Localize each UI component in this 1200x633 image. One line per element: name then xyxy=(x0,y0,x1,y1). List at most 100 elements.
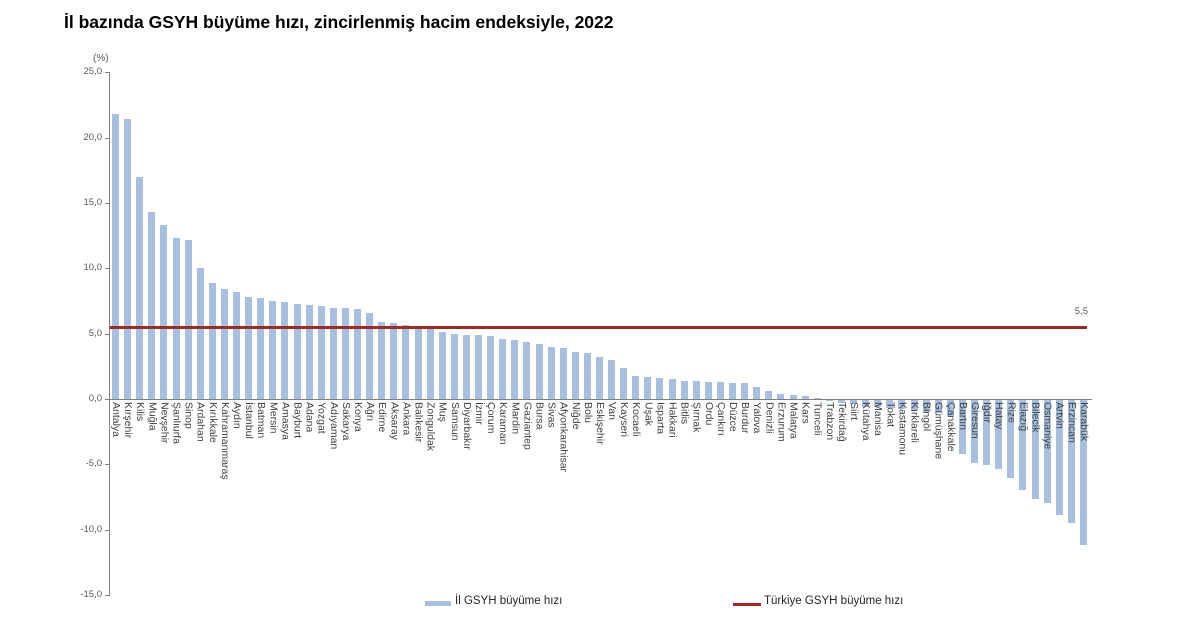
x-axis-label: Giresun xyxy=(969,402,981,439)
bar-Rize xyxy=(1007,400,1015,479)
x-axis-label: Mardin xyxy=(509,402,522,435)
x-axis-label: Batman xyxy=(255,402,268,439)
y-tick-mark xyxy=(105,203,110,204)
x-axis-label: Aksaray xyxy=(388,402,401,440)
x-axis-label: Bursa xyxy=(533,402,546,430)
bar-Ordu xyxy=(704,382,712,399)
x-axis-label: Kırşehir xyxy=(122,402,135,439)
x-axis-label: İstanbul xyxy=(243,402,256,439)
bar-Sakarya xyxy=(341,307,349,399)
x-axis-label: Bayburt xyxy=(291,402,304,439)
x-axis-label: Kayseri xyxy=(618,402,631,438)
y-tick-mark xyxy=(105,138,110,139)
bar-Bingöl xyxy=(922,400,930,412)
bar-Adıyaman xyxy=(329,307,337,399)
x-axis-label: Sivas xyxy=(545,402,558,428)
bar-Aksaray xyxy=(390,323,398,399)
bar-Bartın xyxy=(958,400,966,454)
x-axis-label: Ardahan xyxy=(194,402,207,442)
y-tick-mark xyxy=(105,399,110,400)
legend-label-il-gsyh: İl GSYH büyüme hızı xyxy=(455,595,563,607)
x-axis-label: Mersin xyxy=(267,402,280,434)
bar-Yalova xyxy=(753,387,761,399)
x-axis-label: Ordu xyxy=(702,402,715,426)
x-axis-label: Burdur xyxy=(739,402,752,434)
x-axis-label: Gümüşhane xyxy=(932,402,945,460)
x-axis-label: Elazığ xyxy=(1017,402,1030,432)
bar-Kahramanmaraş xyxy=(220,289,228,399)
x-axis-label: Konya xyxy=(352,402,364,432)
bar-Erzincan xyxy=(1067,400,1075,523)
bar-Nevşehir xyxy=(160,225,168,399)
x-axis-label: Şanlıurfa xyxy=(170,402,183,445)
x-axis-label: Şırnak xyxy=(690,402,703,433)
bar-Kastamonu xyxy=(898,400,906,410)
x-axis-label: Balıkesir xyxy=(412,402,425,443)
bar-Aydın xyxy=(233,291,240,399)
x-axis-label: Yalova xyxy=(751,402,764,434)
bar-Konya xyxy=(354,308,361,399)
bar-Şırnak xyxy=(692,380,700,399)
bar-Manisa xyxy=(874,400,882,407)
x-axis-label: Bilecik xyxy=(1029,402,1042,433)
bar-Sivas xyxy=(547,346,555,399)
bar-Isparta xyxy=(656,378,664,399)
bar-Bilecik xyxy=(1031,400,1039,500)
y-tick-label: -5,0 xyxy=(85,458,102,469)
bar-Diyarbakır xyxy=(462,335,470,399)
x-axis-label: Kocaeli xyxy=(630,402,643,437)
x-axis-label: Bartın xyxy=(956,402,969,431)
bar-Hakkari xyxy=(668,379,676,399)
legend-label-turkiye-gsyh: Türkiye GSYH büyüme hızı xyxy=(764,595,904,607)
x-axis-label: Karaman xyxy=(497,402,510,445)
x-axis-label: Gaziantep xyxy=(521,402,534,450)
x-axis-label: Iğdır xyxy=(981,402,994,424)
bar-Muş xyxy=(438,332,446,399)
bar-Amasya xyxy=(281,302,289,399)
x-axis-label: Tekirdağ xyxy=(835,402,848,442)
bar-Trabzon xyxy=(825,400,833,402)
x-axis-label: Kırklareli xyxy=(908,402,921,443)
x-axis-label: Aydın xyxy=(231,402,243,429)
bar-Malatya xyxy=(789,395,797,399)
x-axis-label: Malatya xyxy=(787,402,800,439)
x-axis-label: Kırıkkale xyxy=(206,402,219,443)
bar-İzmir xyxy=(475,335,482,399)
bar-Balıkesir xyxy=(414,327,422,399)
bar-Karabük xyxy=(1079,400,1087,546)
bar-Düzce xyxy=(729,383,736,399)
bar-Şanlıurfa xyxy=(172,238,180,399)
x-axis-label: Samsun xyxy=(448,402,461,441)
bar-Çankırı xyxy=(716,382,724,399)
bar-Kütahya xyxy=(862,400,870,407)
bar-Tokat xyxy=(886,400,894,408)
bar-Kars xyxy=(801,396,809,399)
x-axis-label: Kütahya xyxy=(860,402,873,441)
bar-Batman xyxy=(257,298,265,399)
bar-Kayseri xyxy=(620,367,628,399)
bar-Ağrı xyxy=(366,312,374,399)
x-axis-label: Kahramanmaraş xyxy=(218,402,231,480)
x-axis-label: Adıyaman xyxy=(327,402,340,450)
y-tick-mark xyxy=(105,334,110,335)
y-tick-mark xyxy=(105,268,110,269)
bar-Mersin xyxy=(269,301,277,399)
bar-Denizli xyxy=(765,391,773,399)
bar-Tekirdağ xyxy=(837,400,845,403)
percent-unit-label: (%) xyxy=(93,53,109,64)
x-axis-label: Kilis xyxy=(134,402,147,422)
x-axis-label: Hakkari xyxy=(666,402,679,438)
x-axis-label: Diyarbakır xyxy=(460,402,473,450)
x-axis-label: Zonguldak xyxy=(424,402,437,452)
bar-Çanakkale xyxy=(946,400,954,416)
x-axis-label: Antalya xyxy=(110,402,122,438)
bar-Samsun xyxy=(450,333,458,399)
x-axis-label: Kars xyxy=(799,402,812,424)
legend-swatch-reference-line xyxy=(733,603,761,606)
x-axis-label: Hatay xyxy=(993,402,1006,430)
x-axis-label: Sakarya xyxy=(339,402,352,441)
bar-Edirne xyxy=(378,321,386,399)
bar-Zonguldak xyxy=(426,328,434,399)
x-axis-label: Ağrı xyxy=(364,402,377,422)
bar-Kilis xyxy=(136,176,144,399)
